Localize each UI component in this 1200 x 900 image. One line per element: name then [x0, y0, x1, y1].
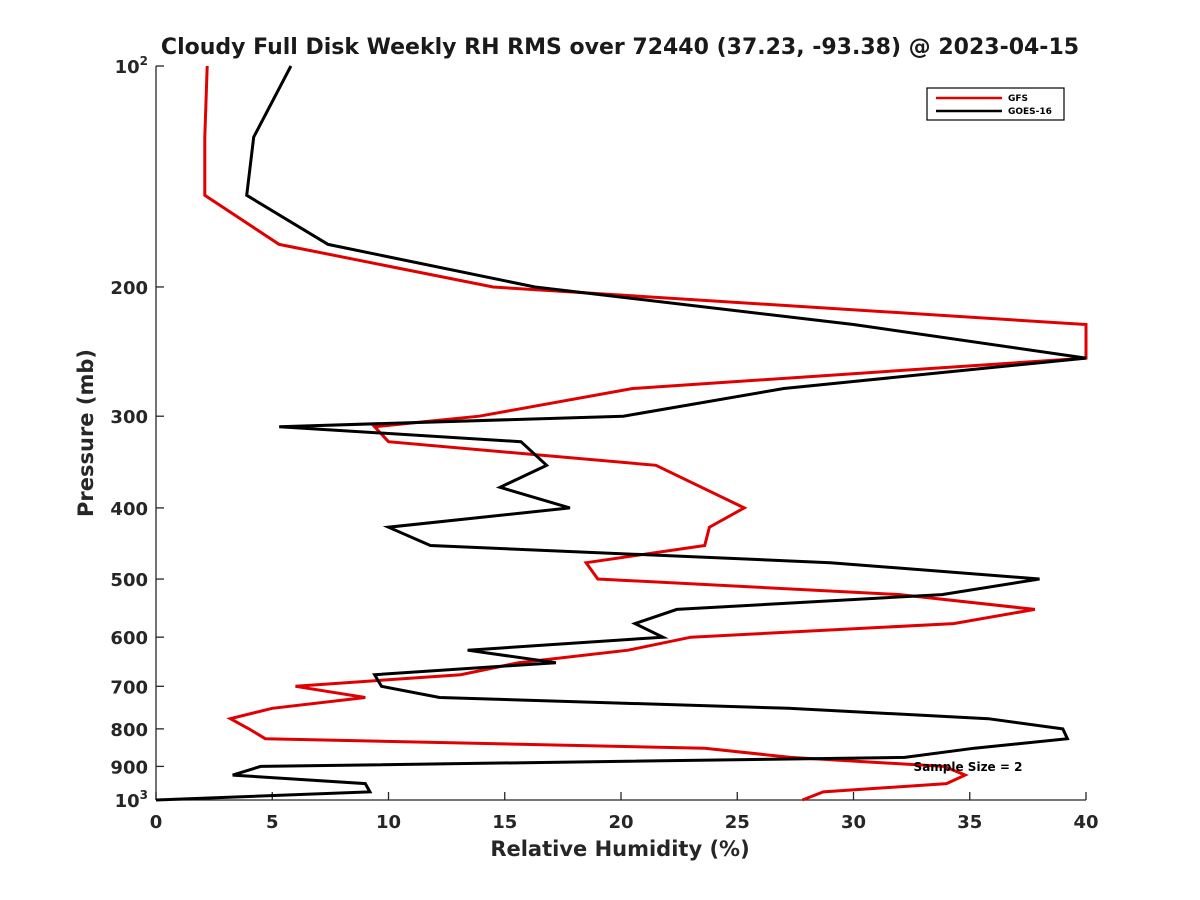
x-tick-label: 20	[608, 812, 633, 833]
x-tick-label: 40	[1073, 812, 1098, 833]
y-tick-label: 800	[110, 720, 148, 741]
y-tick-label: 102	[115, 54, 148, 78]
x-tick-label: 25	[725, 812, 750, 833]
x-tick-label: 30	[841, 812, 866, 833]
series-line-goes-16	[155, 65, 1087, 802]
sample-size-annotation: Sample Size = 2	[914, 760, 1023, 774]
x-tick-label: 10	[376, 812, 401, 833]
y-tick-label: 200	[110, 278, 148, 299]
legend-box	[926, 87, 1065, 121]
y-axis-label: Pressure (mb)	[74, 349, 98, 517]
y-tick-label: 400	[110, 499, 148, 520]
axes: 0 5 10 15 20 25 30 35 40 102 200 300 400 500 600 700 800…	[110, 54, 1098, 833]
y-tick-label: 600	[110, 628, 148, 649]
legend-entry: GFS	[1008, 94, 1028, 104]
data-series	[155, 65, 1088, 802]
legend-entry: GOES-16	[1008, 107, 1052, 117]
x-tick-label: 15	[492, 812, 517, 833]
x-tick-label: 35	[957, 812, 982, 833]
y-tick-label: 700	[110, 677, 148, 698]
y-tick-label: 300	[110, 407, 148, 428]
chart-title: Cloudy Full Disk Weekly RH RMS over 7244…	[161, 35, 1079, 60]
y-tick-label: 900	[110, 757, 148, 778]
legend: GFS GOES-16	[926, 87, 1065, 121]
series-line-gfs	[203, 65, 1088, 802]
x-tick-label: 5	[266, 812, 279, 833]
x-axis-label: Relative Humidity (%)	[490, 837, 749, 861]
y-tick-label: 103	[115, 788, 148, 812]
y-tick-label: 500	[110, 570, 148, 591]
x-tick-label: 0	[150, 812, 163, 833]
